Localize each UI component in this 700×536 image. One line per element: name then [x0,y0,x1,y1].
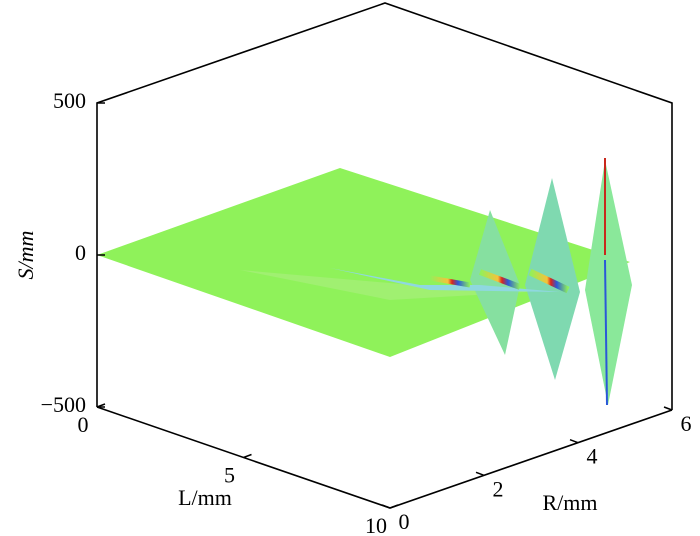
y-tick [663,406,673,411]
x-tick-label: 10 [365,513,387,536]
x-axis-label: L/mm [178,485,232,510]
y-axis-label: R/mm [542,490,597,515]
y-tick [475,471,485,477]
x-tick-label: 5 [224,463,235,488]
z-tick-label: 0 [75,240,86,265]
z-tick-label: −500 [41,392,86,417]
y-tick [569,438,579,444]
y-tick [381,504,391,509]
x-tick [243,453,252,459]
z-axis-label: S/mm [13,231,38,280]
x-tick [389,504,399,509]
y-tick-label: 0 [399,509,410,534]
z-tick-label: 500 [53,88,86,113]
y-tick-label: 2 [493,476,504,501]
surface [97,158,632,406]
x-tick [96,403,106,408]
y-tick-label: 6 [681,411,692,436]
x-tick-label: 0 [78,412,89,437]
y-tick-label: 4 [587,444,598,469]
